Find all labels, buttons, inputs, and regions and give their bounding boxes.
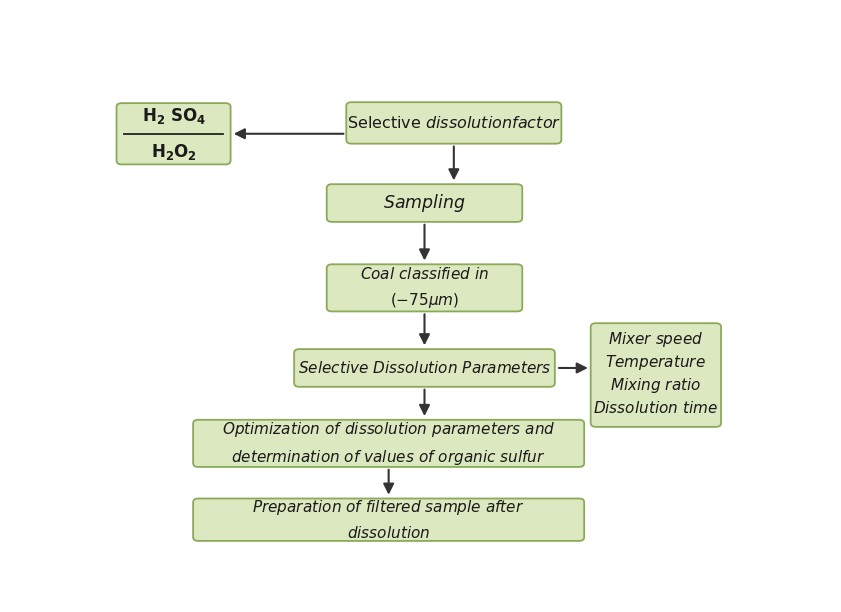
Text: $\it{Mixing\ ratio}$: $\it{Mixing\ ratio}$ [611,376,701,395]
FancyBboxPatch shape [193,420,584,467]
FancyBboxPatch shape [193,499,584,541]
Text: $\it{Selective\ Dissolution\ Parameters}$: $\it{Selective\ Dissolution\ Parameters}… [298,360,551,376]
Text: $\mathbf{H_2\ SO_4}$: $\mathbf{H_2\ SO_4}$ [141,106,205,126]
Text: $\it{Optimization\ of\ dissolution\ parameters\ and}$
$\it{determination\ of\ va: $\it{Optimization\ of\ dissolution\ para… [222,420,555,466]
FancyBboxPatch shape [326,184,522,222]
Text: $\it{Coal\ classified\ in}$
$\it{(-75\mu m)}$: $\it{Coal\ classified\ in}$ $\it{(-75\mu… [360,266,489,310]
Text: $\it{Temperature}$: $\it{Temperature}$ [606,353,706,372]
Text: $\it{Dissolution\ time}$: $\it{Dissolution\ time}$ [594,400,718,416]
FancyBboxPatch shape [346,102,561,144]
Text: Selective $\it{dissolution factor}$: Selective $\it{dissolution factor}$ [346,115,561,131]
Text: $\mathbf{H_2O_2}$: $\mathbf{H_2O_2}$ [151,141,197,162]
Text: $\it{Mixer\ speed}$: $\it{Mixer\ speed}$ [608,330,703,349]
FancyBboxPatch shape [117,103,230,165]
Text: $\bf{\it{Sampling}}$: $\bf{\it{Sampling}}$ [383,192,466,214]
FancyBboxPatch shape [294,349,555,387]
Text: $\it{Preparation\ of\ filtered\ sample\ after}$
$\it{dissolution}$: $\it{Preparation\ of\ filtered\ sample\ … [252,498,525,541]
FancyBboxPatch shape [590,323,721,427]
FancyBboxPatch shape [326,264,522,312]
